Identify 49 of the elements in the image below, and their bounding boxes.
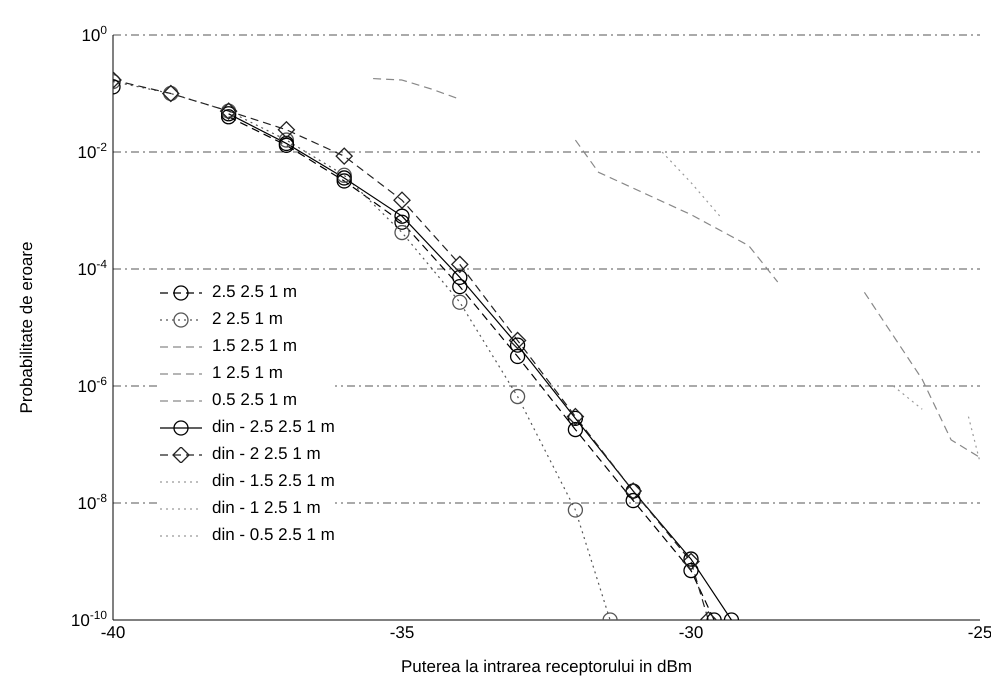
legend-label: din - 1.5 2.5 1 m xyxy=(212,471,335,490)
point xyxy=(278,121,296,138)
point xyxy=(394,214,410,230)
point xyxy=(508,332,526,350)
point xyxy=(336,173,352,189)
point xyxy=(336,168,352,183)
point xyxy=(626,492,641,508)
y-axis-title: Probabilitate de eroare xyxy=(17,241,36,414)
point xyxy=(510,348,526,364)
point xyxy=(682,552,700,570)
point xyxy=(336,147,353,165)
point xyxy=(452,270,468,285)
y-tick-label: 10$^{-4}$ xyxy=(78,257,108,279)
point xyxy=(452,294,468,310)
line-series xyxy=(864,292,980,458)
y-tick-label: 10$^{0}$ xyxy=(81,23,108,45)
line-series xyxy=(574,139,778,283)
point xyxy=(452,278,468,294)
point xyxy=(336,170,352,186)
legend-label: 2.5 2.5 1 m xyxy=(212,282,298,301)
legend-label: 0.5 2.5 1 m xyxy=(212,390,298,409)
point xyxy=(220,109,236,124)
point xyxy=(278,132,294,148)
x-axis-title: Puterea la intrarea receptorului in dBm xyxy=(400,657,692,676)
point xyxy=(394,224,410,240)
legend-label: 2 2.5 1 m xyxy=(212,309,283,328)
legend-label: 1 2.5 1 m xyxy=(212,363,283,382)
point xyxy=(510,337,526,353)
point xyxy=(451,256,468,274)
point xyxy=(568,422,584,438)
legend-label: din - 1 2.5 1 m xyxy=(212,498,321,517)
legend-label: din - 2 2.5 1 m xyxy=(212,444,321,463)
point xyxy=(683,562,699,578)
point xyxy=(683,551,699,567)
point xyxy=(394,208,410,224)
legend-label: din - 0.5 2.5 1 m xyxy=(212,525,335,544)
x-tick-label: -35 xyxy=(390,623,414,642)
x-tick-label: -30 xyxy=(678,623,704,642)
legend-label: 1.5 2.5 1 m xyxy=(212,336,298,355)
legend-label: din - 2.5 2.5 1 m xyxy=(212,417,335,436)
point xyxy=(568,410,584,426)
y-tick-label: 10$^{-6}$ xyxy=(78,374,108,396)
point xyxy=(568,502,584,518)
point xyxy=(510,388,526,404)
y-tick-label: 10$^{-8}$ xyxy=(78,491,108,513)
point xyxy=(220,106,236,122)
y-tick-label: 10$^{-2}$ xyxy=(78,140,108,162)
point xyxy=(566,408,584,426)
point xyxy=(393,192,411,209)
